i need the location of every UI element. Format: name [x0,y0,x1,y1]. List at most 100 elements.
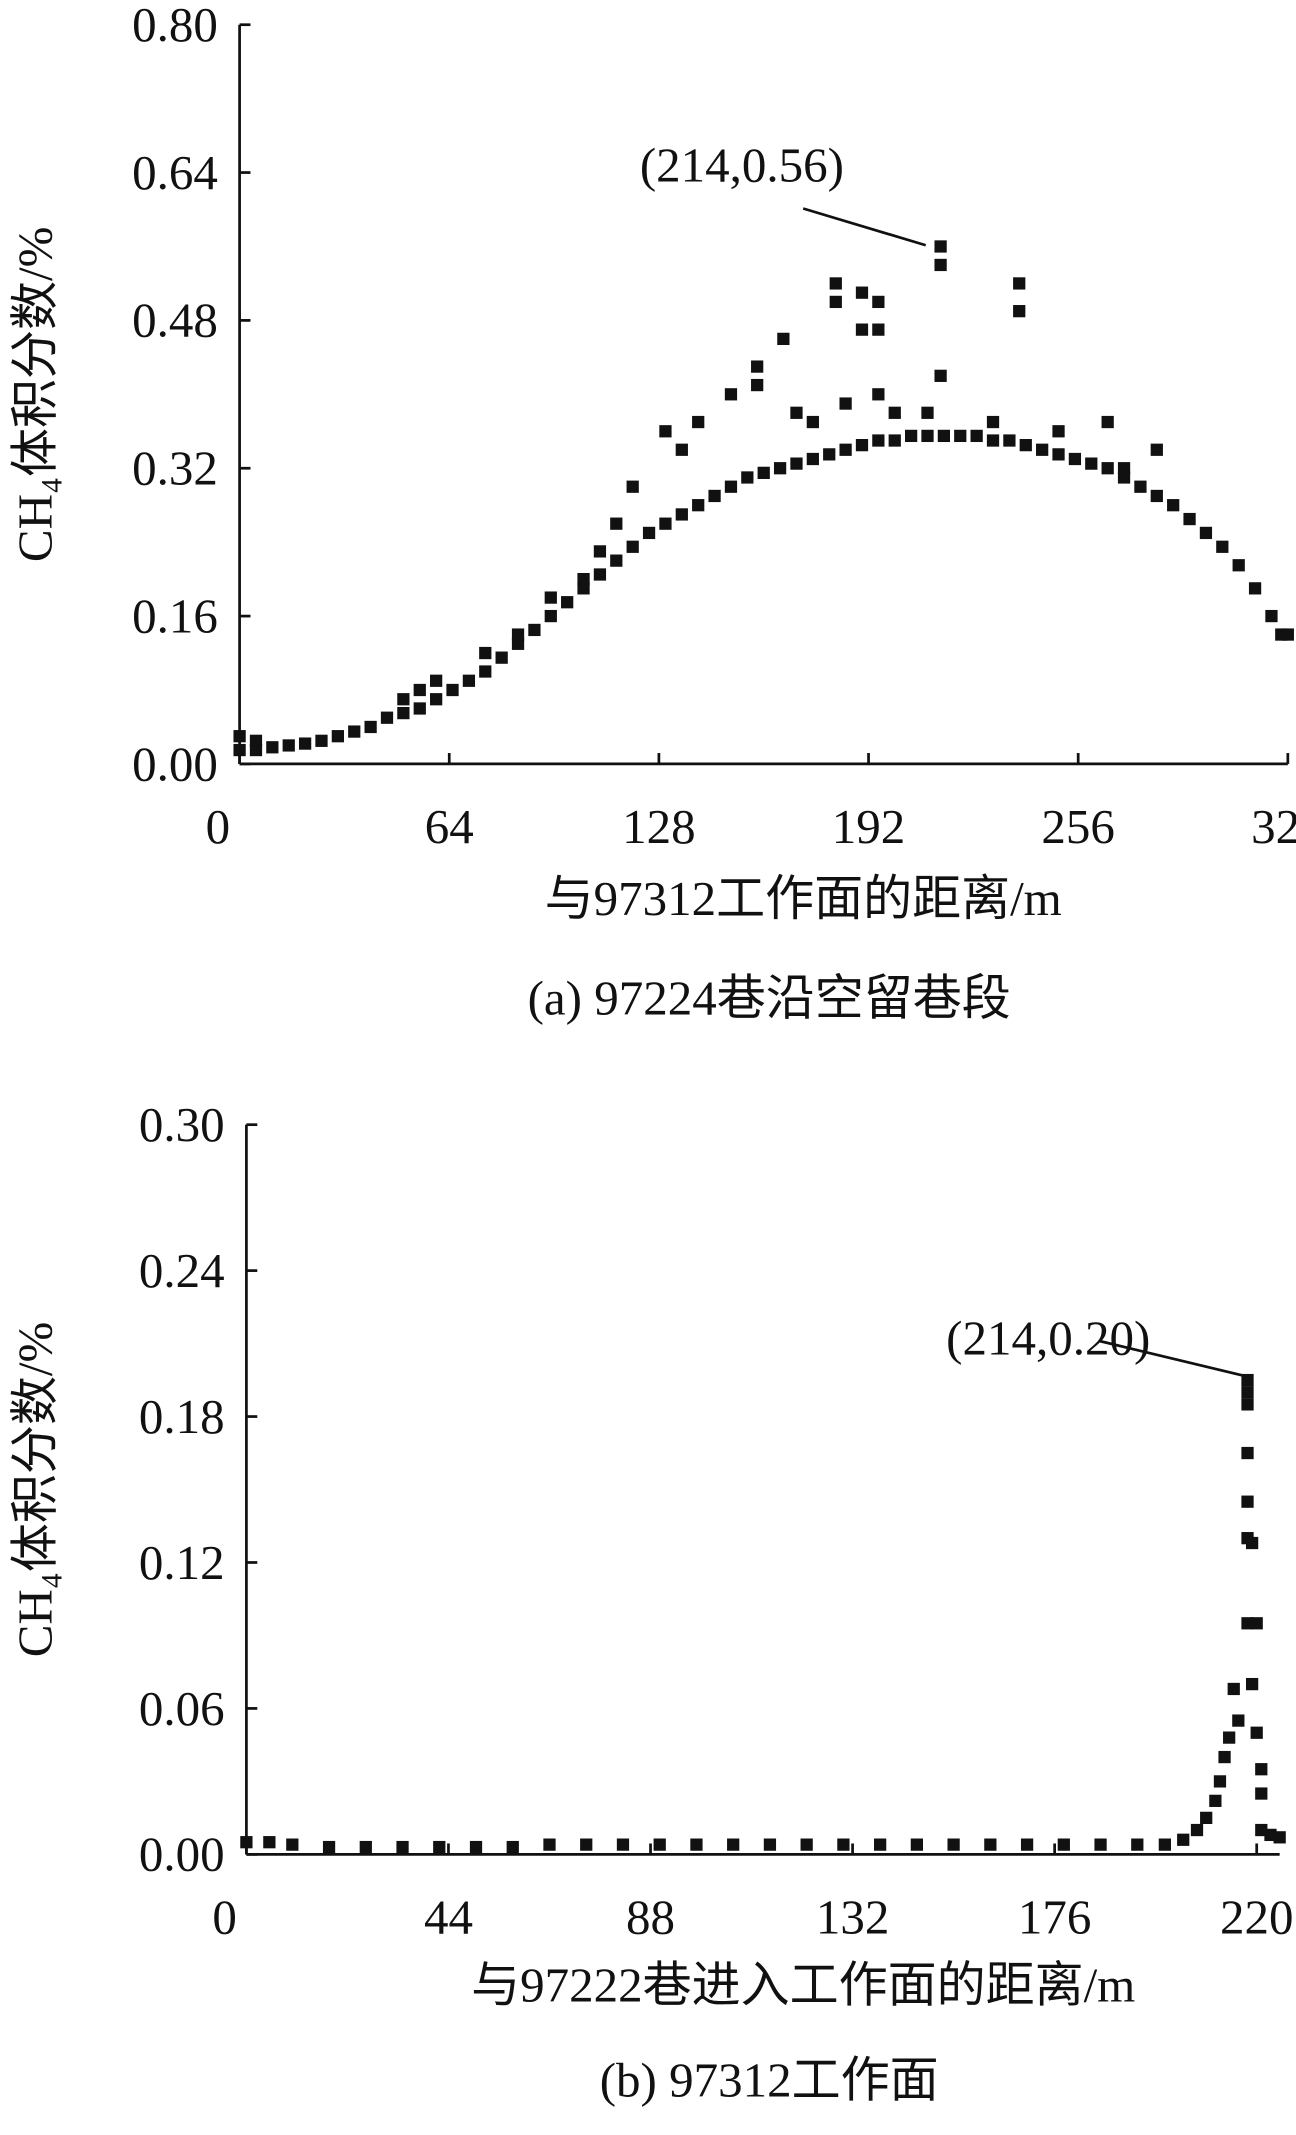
point [322,1840,336,1854]
point [1003,434,1016,447]
point [1117,462,1131,475]
point [837,1838,850,1851]
point [855,323,869,336]
point [233,730,246,743]
point [690,1838,703,1851]
point [298,737,312,750]
point [855,439,869,452]
point [986,415,1000,429]
point [1245,1536,1259,1550]
annotation-leader [1099,1339,1242,1377]
point [1199,526,1213,540]
y-tick-label: 0.12 [139,1535,225,1590]
point [1232,1714,1245,1727]
point [413,702,426,715]
x-tick-label: 256 [1041,799,1114,854]
point [934,369,947,382]
point [249,743,263,757]
point [315,734,328,747]
point [359,1840,372,1854]
point [1265,609,1278,623]
point [266,741,279,754]
point [800,1838,813,1851]
point [396,1840,409,1854]
point [544,609,557,623]
point [380,711,394,724]
x-tick-label: 0 [206,799,231,854]
point [495,651,508,664]
point [1223,1731,1236,1744]
point [659,425,672,438]
point [937,429,951,443]
y-axis-label: CH₄体积分数/% [8,1322,63,1658]
point [1131,1838,1144,1851]
point [240,1836,253,1849]
point [413,683,426,697]
annotation: (214,0.56) [640,137,844,192]
point [577,582,590,595]
point [479,665,492,678]
point [1167,499,1180,512]
point [1036,443,1049,456]
point [1057,1838,1070,1851]
point [872,323,885,336]
point [626,480,639,493]
point [1241,1495,1254,1508]
point [855,286,869,299]
point [433,1840,446,1854]
point [790,457,803,470]
x-tick-label: 0 [212,1889,237,1944]
point [724,388,738,401]
point [1052,425,1065,438]
point [1150,489,1163,503]
point [806,452,819,466]
point [1273,1831,1286,1844]
point [1218,1750,1231,1764]
x-tick-label: 88 [626,1889,675,1944]
point [1085,457,1098,470]
point [593,545,607,558]
point [1255,1763,1268,1776]
point [626,540,639,553]
point [984,1838,997,1851]
y-tick-label: 0.24 [139,1243,225,1298]
point [934,240,947,253]
point [1241,1398,1254,1411]
point [675,443,688,456]
y-tick-label: 0.30 [139,1097,225,1152]
point [1250,1726,1263,1739]
y-tick-label: 0.06 [139,1681,225,1736]
annotation: (214,0.20) [946,1311,1150,1366]
point [751,378,764,392]
y-tick-label: 0.64 [132,145,218,200]
point [593,568,607,581]
point [741,471,754,484]
point [653,1838,666,1851]
y-tick-label: 0.48 [132,293,218,348]
point [872,295,885,309]
point [751,360,764,373]
point [1248,582,1262,595]
point [888,406,901,419]
point [1241,1446,1254,1460]
point [1213,1775,1227,1788]
x-tick-label: 132 [816,1889,890,1944]
point [1019,439,1032,452]
point [506,1840,519,1854]
x-axis-label: 与97222巷进入工作面的距离/m [471,1957,1135,2012]
point [1013,277,1026,290]
point [692,499,705,512]
point [1190,1823,1204,1837]
point [986,434,1000,447]
point [642,526,656,540]
point [577,572,590,586]
point [1200,1811,1213,1824]
point [348,725,361,738]
point [397,693,410,706]
point [874,1838,887,1851]
point [233,743,246,757]
point [1241,1386,1254,1399]
point [904,429,918,443]
